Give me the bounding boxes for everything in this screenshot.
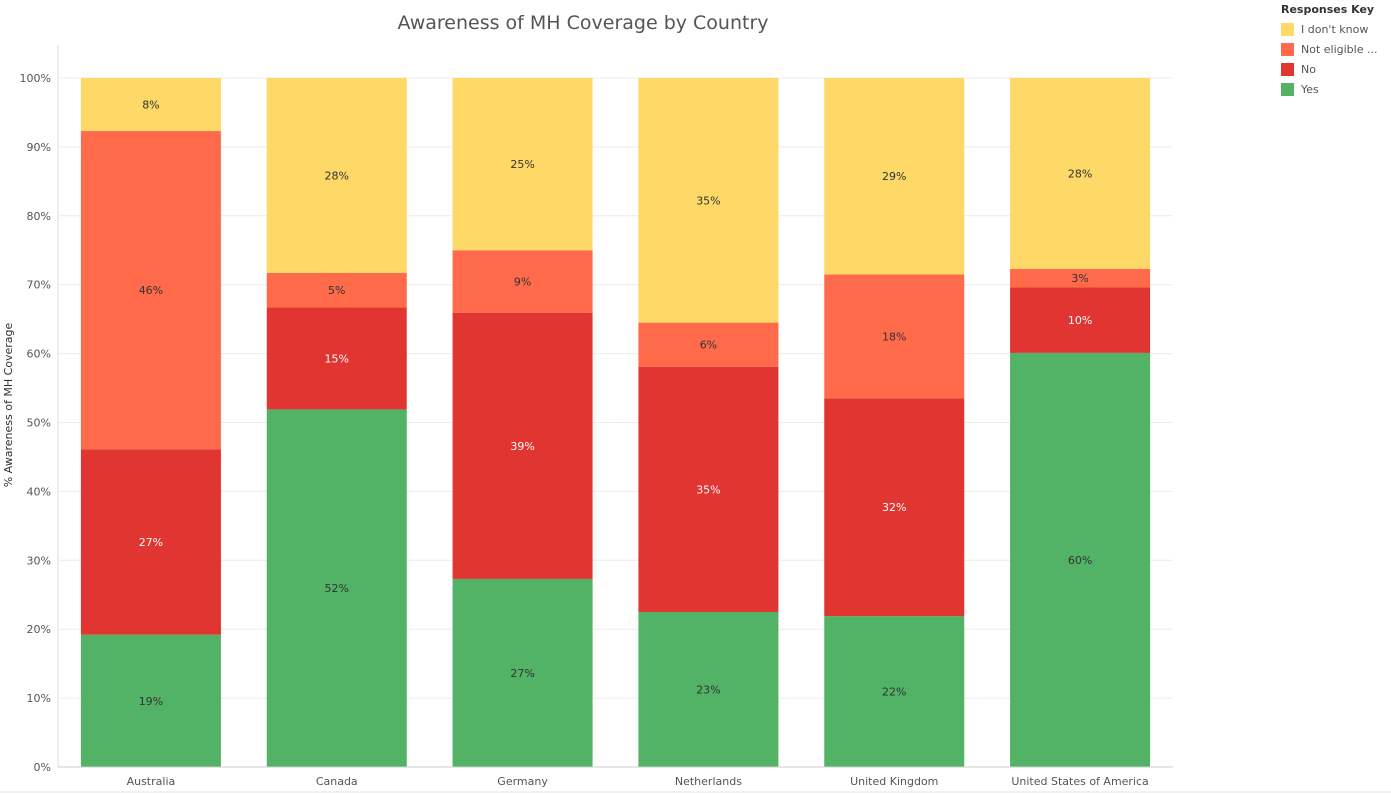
bar-segment-yes[interactable] [452,578,593,767]
bar-segment-yes[interactable] [1010,352,1151,767]
bar-segment-i-don-t-know[interactable] [638,78,779,323]
data-label: 27% [139,536,163,549]
bar-segment-not-eligible[interactable] [80,131,221,450]
data-label: 39% [510,440,534,453]
x-tick-label: Netherlands [675,775,742,788]
bar-segment-i-don-t-know[interactable] [1010,78,1151,269]
data-label: 28% [325,169,349,182]
y-tick-label: 10% [27,692,51,705]
bar-segment-no[interactable] [824,398,965,617]
bar-segment-no[interactable] [80,449,221,635]
bar-segment-i-don-t-know[interactable] [824,78,965,275]
bar-segment-not-eligible[interactable] [266,272,407,308]
bar-segment-i-don-t-know[interactable] [80,78,221,132]
y-tick-label: 60% [27,348,51,361]
bar-segment-not-eligible[interactable] [824,274,965,399]
bar-segment-yes[interactable] [824,616,965,767]
bar-segment-no[interactable] [452,312,593,579]
x-tick-label: United States of America [1011,775,1148,788]
legend-title: Responses Key [1281,3,1375,16]
x-tick-label: Canada [316,775,358,788]
y-tick-label: 100% [20,72,51,85]
data-label: 22% [882,686,906,699]
bar-segment-i-don-t-know[interactable] [452,78,593,251]
bar-segment-not-eligible[interactable] [452,250,593,313]
gridlines [58,77,1173,699]
legend-item-i-dont-know[interactable]: I don't know [1281,19,1389,39]
data-label: 5% [328,284,345,297]
bar-segment-not-eligible[interactable] [638,322,779,367]
legend-swatch-yes [1281,82,1294,96]
y-tick-label: 0% [34,761,51,774]
legend-swatch-not-eligible [1281,42,1294,56]
bar-segment-yes[interactable] [638,611,779,767]
legend-item-no[interactable]: No [1281,59,1389,79]
y-tick-label: 90% [27,141,51,154]
data-label: 32% [882,501,906,514]
data-label: 28% [1068,167,1092,180]
data-label: 27% [510,667,534,680]
data-label: 3% [1071,272,1088,285]
y-tick-label: 80% [27,210,51,223]
data-label: 35% [696,483,720,496]
data-label: 35% [696,194,720,207]
y-axis-title: % Awareness of MH Coverage [2,322,15,487]
x-tick-label: United Kingdom [850,775,938,788]
bars: 19% 27% 46% 8% 52% 15% 5% 28% 27% 39% 9% 25% 23% 35% 6… [80,78,1151,767]
legend-label: Not eligible ... [1301,42,1378,56]
y-tick-label: 70% [27,279,51,292]
y-tick-label: 20% [27,623,51,636]
y-tick-label: 50% [27,417,51,430]
data-label: 9% [514,276,531,289]
x-tick-label: Germany [497,775,548,788]
legend-label: I don't know [1301,22,1369,36]
bar-segment-yes[interactable] [266,409,407,767]
legend-swatch-i-dont-know [1281,22,1294,36]
data-label: 46% [139,284,163,297]
data-label: 23% [696,683,720,696]
y-tick-label: 30% [27,554,51,567]
bar-segment-i-don-t-know[interactable] [266,78,407,273]
legend-item-yes[interactable]: Yes [1281,79,1389,99]
data-label: 15% [325,352,349,365]
chart-title: Awareness of MH Coverage by Country [397,12,768,34]
bar-segment-yes[interactable] [80,634,221,767]
y-tick-label: 40% [27,485,51,498]
legend-swatch-no [1281,62,1294,76]
legend: Responses Key I don't know Not eligible … [1281,0,1389,99]
data-label: 29% [882,170,906,183]
data-label: 10% [1068,314,1092,327]
legend-item-not-eligible[interactable]: Not eligible ... [1281,39,1389,59]
legend-label: No [1301,62,1316,76]
x-tick-label: Australia [127,775,176,788]
bar-segment-not-eligible[interactable] [1010,268,1151,288]
data-label: 8% [142,99,159,112]
data-label: 6% [700,339,717,352]
data-label: 25% [510,158,534,171]
legend-label: Yes [1301,82,1319,96]
bar-segment-no[interactable] [1010,287,1151,353]
data-label: 19% [139,695,163,708]
data-label: 18% [882,330,906,343]
data-label: 52% [325,582,349,595]
bar-segment-no[interactable] [638,366,779,612]
axes: 0% 10% 20% 30% 40% 50% 60% 70% 80% 90% 100% Austral… [0,45,1391,793]
data-label: 60% [1068,554,1092,567]
bar-segment-no[interactable] [266,307,407,410]
